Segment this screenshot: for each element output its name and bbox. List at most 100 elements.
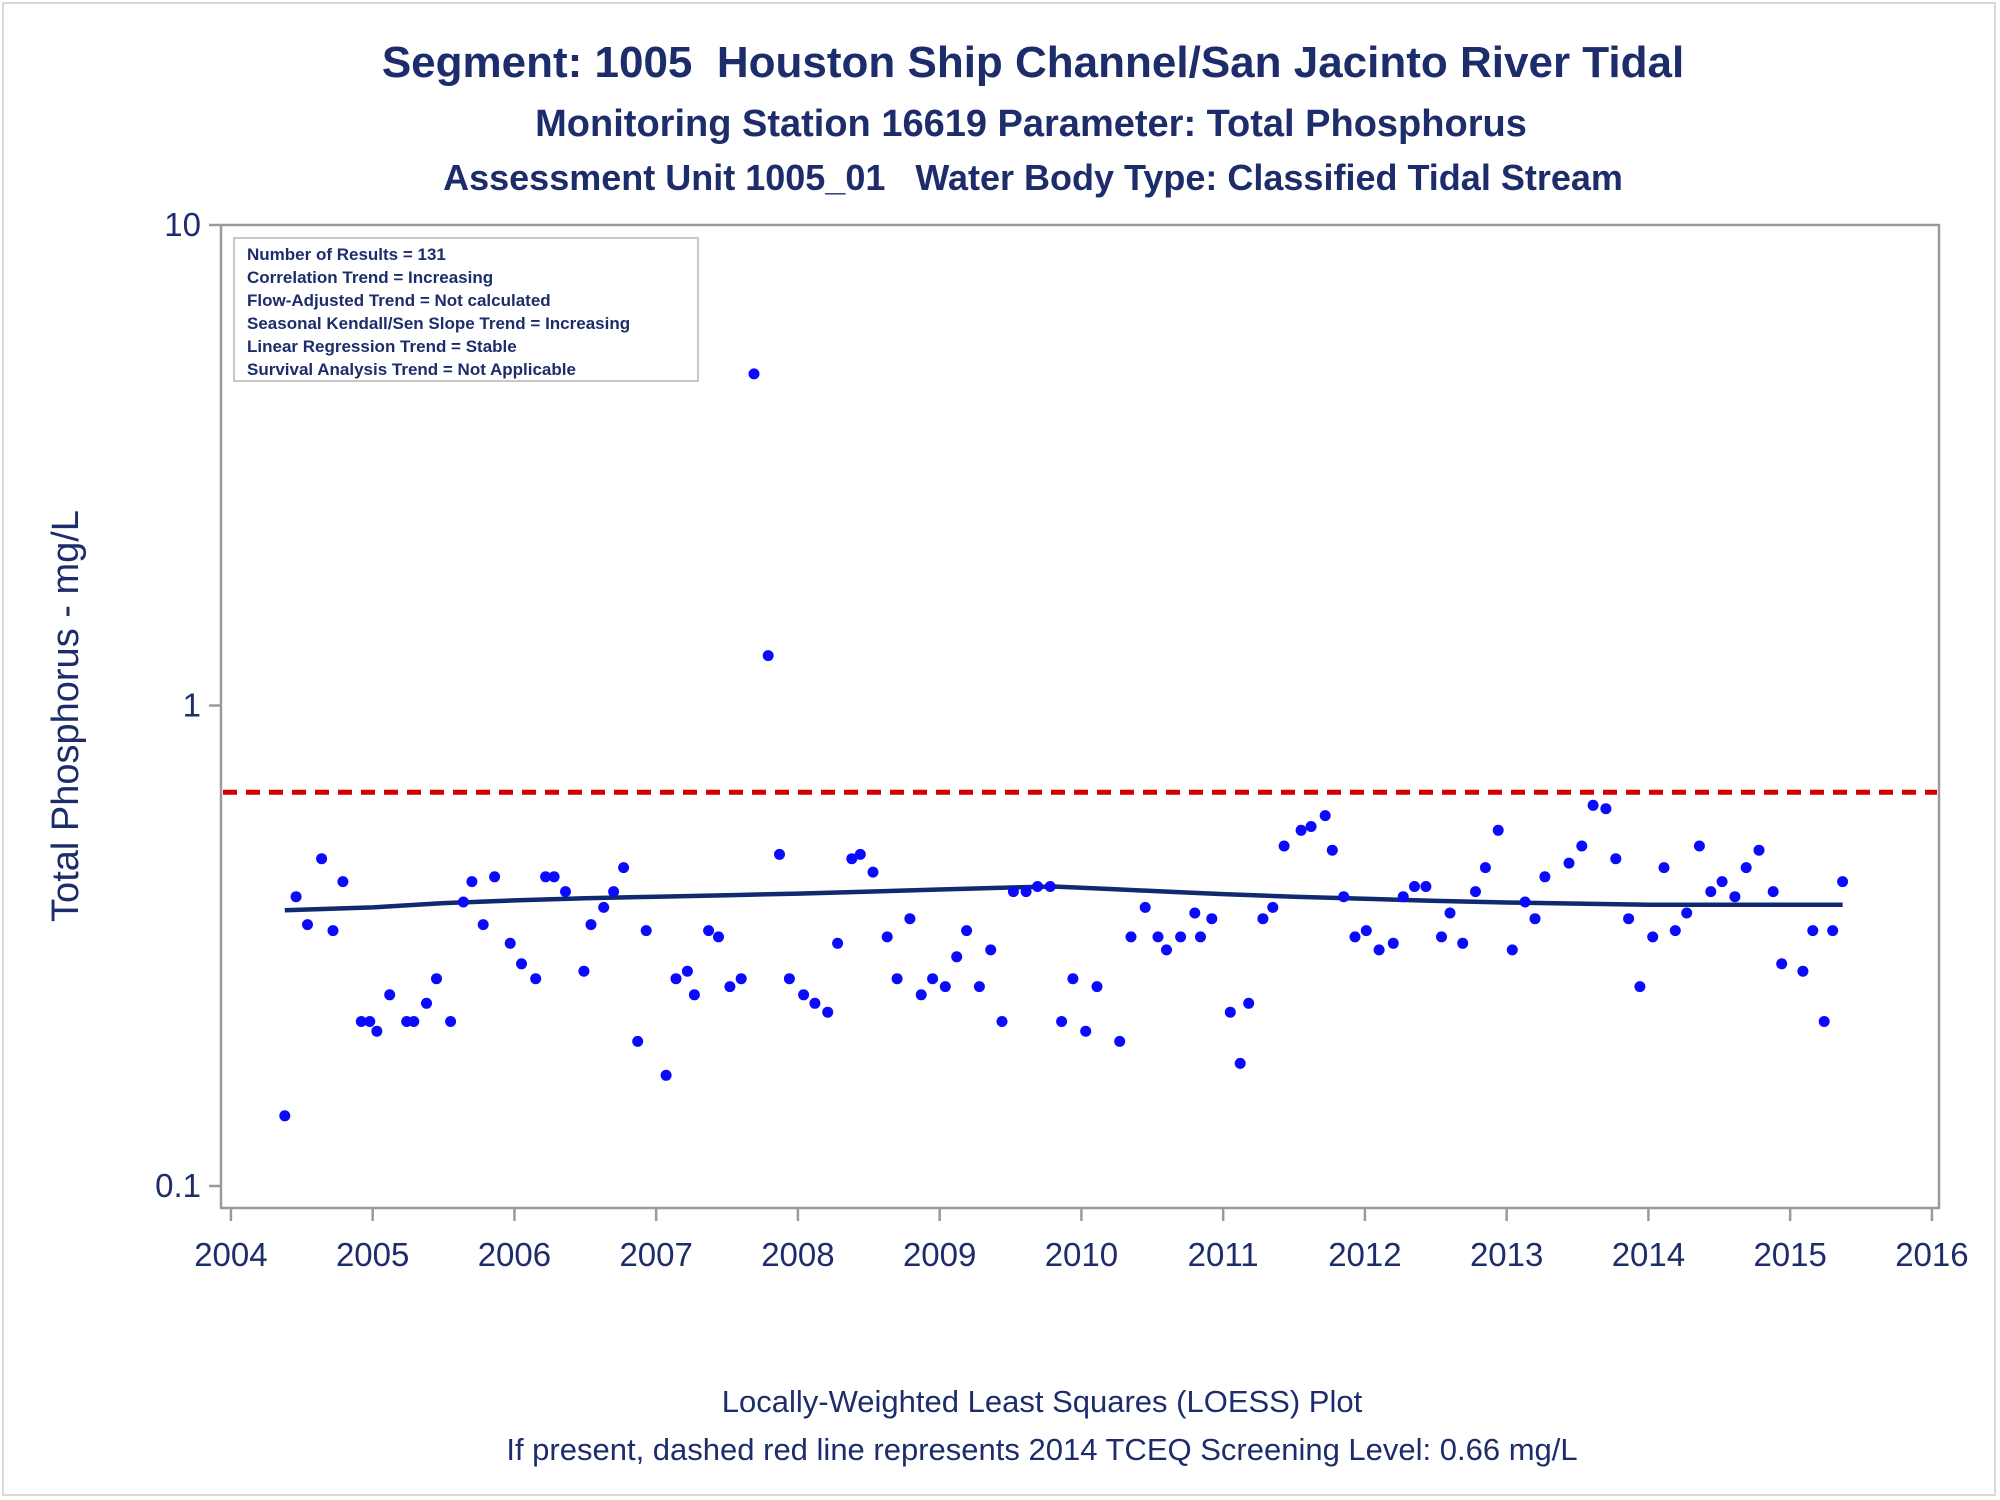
data-point bbox=[457, 896, 469, 908]
data-point bbox=[640, 925, 652, 937]
data-point bbox=[1519, 896, 1531, 908]
data-point bbox=[1669, 925, 1681, 937]
x-tick-label: 2005 bbox=[336, 1236, 409, 1273]
x-tick-label: 2015 bbox=[1753, 1236, 1826, 1273]
data-point bbox=[927, 973, 939, 985]
data-point bbox=[846, 853, 858, 865]
data-point bbox=[548, 871, 560, 883]
data-point bbox=[1206, 913, 1218, 925]
y-tick-label: 1 bbox=[183, 687, 201, 724]
data-point bbox=[466, 876, 478, 888]
data-point bbox=[618, 862, 630, 874]
chart-subtitle: Monitoring Station 16619 Parameter: Tota… bbox=[535, 103, 1527, 145]
data-point bbox=[1563, 857, 1575, 869]
y-tick-label: 10 bbox=[164, 206, 201, 243]
x-tick-label: 2004 bbox=[194, 1236, 267, 1273]
data-point bbox=[1716, 876, 1728, 888]
data-point bbox=[1623, 913, 1635, 925]
data-point bbox=[703, 925, 715, 937]
chart-title: Segment: 1005 Houston Ship Channel/San J… bbox=[381, 38, 1685, 87]
data-point bbox=[1032, 881, 1043, 892]
y-axis-label: Total Phosphorus - mg/L bbox=[45, 510, 87, 922]
stats-line: Linear Regression Trend = Stable bbox=[247, 337, 517, 356]
data-point bbox=[798, 989, 810, 1001]
footer-note-screening: If present, dashed red line represents 2… bbox=[506, 1432, 1578, 1467]
stats-line: Number of Results = 131 bbox=[247, 245, 446, 264]
data-point bbox=[1152, 931, 1164, 943]
data-point bbox=[1529, 913, 1541, 925]
data-point bbox=[1326, 844, 1338, 856]
data-point bbox=[1091, 981, 1103, 993]
data-point bbox=[632, 1035, 644, 1047]
data-point bbox=[735, 973, 747, 985]
x-axis: 2004 2005 2006 2007 2008 2009 2010 2011 2012 2013… bbox=[194, 1208, 1969, 1273]
stats-box-border bbox=[233, 237, 699, 382]
data-point bbox=[1387, 937, 1399, 949]
data-point bbox=[1776, 958, 1788, 970]
x-tick-label: 2006 bbox=[478, 1236, 551, 1273]
y-axis: 0.1 1 10 bbox=[155, 206, 221, 1204]
data-point bbox=[1189, 907, 1201, 919]
stats-line: Flow-Adjusted Trend = Not calculated bbox=[247, 291, 551, 310]
data-point bbox=[598, 901, 610, 913]
data-point bbox=[1436, 931, 1447, 943]
stats-line: Seasonal Kendall/Sen Slope Trend = Incre… bbox=[247, 314, 630, 333]
x-tick-label: 2011 bbox=[1188, 1236, 1259, 1273]
data-point bbox=[1007, 886, 1019, 898]
data-point bbox=[832, 937, 844, 949]
data-point bbox=[1020, 886, 1032, 898]
data-point bbox=[1257, 913, 1269, 925]
data-point bbox=[1224, 1006, 1236, 1018]
data-point bbox=[1797, 965, 1809, 977]
data-point bbox=[713, 931, 724, 943]
data-point bbox=[1470, 886, 1481, 898]
x-tick-label: 2016 bbox=[1895, 1236, 1968, 1273]
data-point bbox=[1681, 907, 1693, 919]
plot-area-border bbox=[219, 223, 1941, 1210]
stats-line: Survival Analysis Trend = Not Applicable bbox=[247, 360, 576, 379]
data-point bbox=[1576, 840, 1588, 852]
data-point bbox=[1837, 876, 1849, 888]
x-tick-label: 2013 bbox=[1470, 1236, 1543, 1273]
data-point bbox=[985, 944, 997, 956]
data-point bbox=[1161, 944, 1172, 956]
data-point bbox=[371, 1025, 383, 1037]
data-point bbox=[1457, 937, 1469, 949]
data-point bbox=[1044, 881, 1056, 892]
x-tick-label: 2010 bbox=[1045, 1236, 1118, 1273]
data-point bbox=[1600, 803, 1612, 815]
data-point bbox=[477, 919, 489, 931]
plot-area bbox=[219, 223, 1941, 1210]
data-point bbox=[585, 919, 597, 931]
data-point bbox=[951, 951, 963, 963]
data-point bbox=[660, 1069, 672, 1081]
data-point bbox=[355, 1016, 367, 1027]
data-point bbox=[1349, 931, 1361, 943]
data-point bbox=[854, 848, 866, 860]
data-point bbox=[1243, 997, 1255, 1009]
data-point bbox=[1195, 931, 1206, 943]
data-point bbox=[578, 965, 590, 977]
data-point bbox=[384, 989, 396, 1001]
data-point bbox=[408, 1016, 420, 1027]
data-point bbox=[1807, 925, 1819, 937]
data-point bbox=[748, 368, 760, 380]
data-point bbox=[904, 913, 916, 925]
data-point bbox=[1360, 925, 1372, 937]
data-point bbox=[973, 981, 985, 993]
data-point bbox=[1373, 944, 1385, 956]
data-point bbox=[822, 1006, 834, 1018]
data-point bbox=[762, 650, 774, 662]
data-point bbox=[1067, 973, 1079, 985]
data-point bbox=[939, 981, 951, 993]
data-point bbox=[996, 1016, 1008, 1027]
data-point bbox=[1818, 1016, 1830, 1027]
data-point bbox=[364, 1016, 376, 1027]
x-tick-label: 2009 bbox=[903, 1236, 976, 1273]
trend-stats-box: Number of Results = 131 Correlation Trend… bbox=[233, 237, 699, 382]
data-point bbox=[540, 871, 552, 883]
data-point bbox=[1234, 1057, 1246, 1069]
x-tick-label: 2014 bbox=[1612, 1236, 1685, 1273]
data-point bbox=[1693, 840, 1705, 852]
data-point bbox=[1267, 901, 1279, 913]
